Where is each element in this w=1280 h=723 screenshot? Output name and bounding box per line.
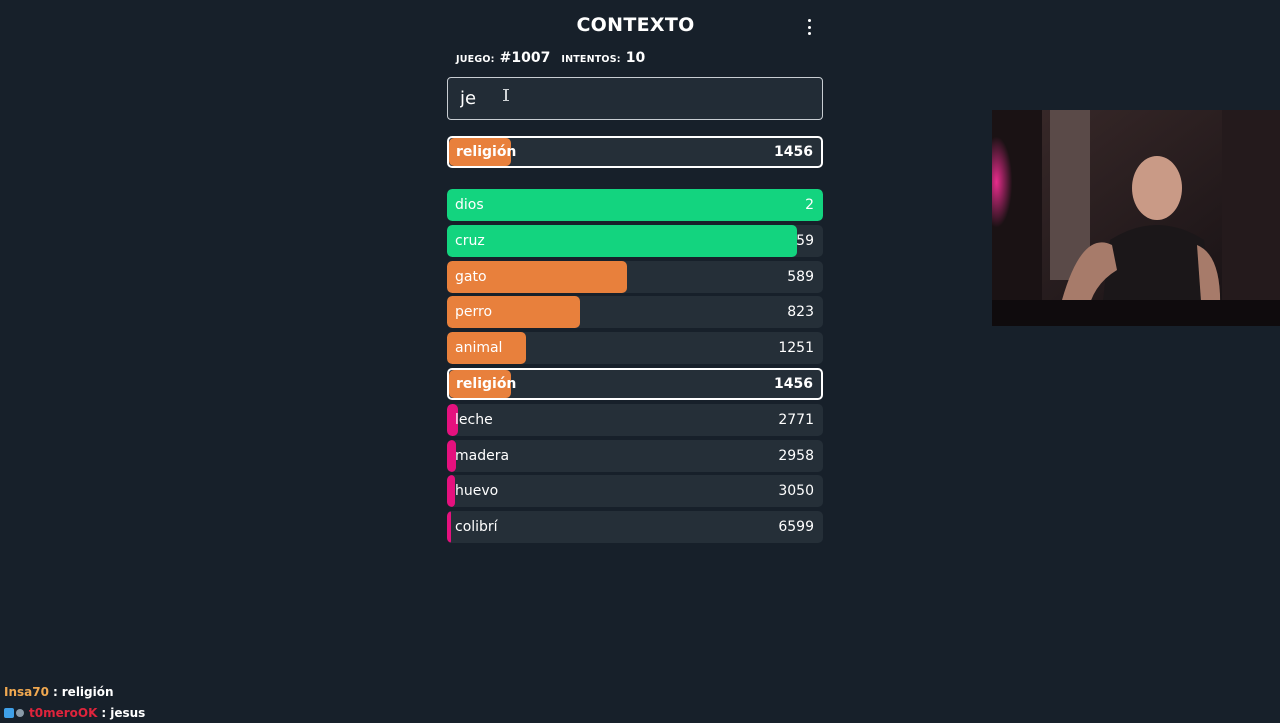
game-number-label: JUEGO: [456, 54, 495, 65]
guess-row: gato 589 [447, 261, 823, 293]
guess-word: perro [455, 304, 493, 320]
guess-distance: 59 [796, 233, 814, 249]
game-number-value: #1007 [499, 50, 551, 66]
guess-input[interactable] [447, 77, 823, 120]
guess-word: animal [455, 340, 503, 356]
guess-similarity-bar [447, 475, 455, 507]
guess-row: perro 823 [447, 296, 823, 328]
attempts-label: INTENTOS: [561, 54, 621, 65]
header: CONTEXTO [447, 10, 824, 44]
guess-word: huevo [455, 483, 499, 499]
chat-username: Insa70 [4, 684, 49, 699]
chat-text: jesus [110, 705, 146, 720]
guess-similarity-bar [447, 189, 823, 221]
guess-word: dios [455, 197, 484, 213]
chat-text: religión [61, 684, 114, 699]
guess-distance: 2958 [778, 448, 814, 464]
chat-message: t0meroOK : jesus [4, 702, 145, 723]
guess-distance: 2771 [778, 412, 814, 428]
guess-similarity-bar [447, 225, 797, 257]
guess-row: cruz 59 [447, 225, 823, 257]
chat-message: Insa70 : religión [4, 681, 145, 702]
attempts-value: 10 [625, 50, 646, 66]
guess-word: cruz [455, 233, 485, 249]
user-badge-icon [16, 708, 24, 717]
guess-similarity-bar [449, 370, 511, 398]
chat-separator: : [52, 684, 58, 699]
guess-row: dios 2 [447, 189, 823, 221]
guess-row: animal 1251 [447, 332, 823, 364]
guess-similarity-bar [447, 440, 456, 472]
guess-distance: 1251 [778, 340, 814, 356]
guess-distance: 3050 [778, 483, 814, 499]
guess-row: madera 2958 [447, 440, 823, 472]
guess-row: colibrí 6599 [447, 511, 823, 543]
guess-word: leche [455, 412, 493, 428]
last-guess-distance: 1456 [774, 144, 813, 160]
guess-row: huevo 3050 [447, 475, 823, 507]
guess-distance: 6599 [778, 519, 814, 535]
guess-similarity-bar [447, 511, 451, 543]
guess-word: colibrí [455, 519, 498, 535]
guess-distance: 823 [787, 304, 814, 320]
last-guess-word: religión [456, 144, 517, 160]
webcam-overlay [992, 110, 1280, 326]
moderator-badge-icon [4, 707, 14, 718]
guess-similarity-bar [447, 296, 580, 328]
game-stats: JUEGO: #1007 INTENTOS: 10 [456, 50, 651, 68]
guess-similarity-bar [447, 404, 458, 436]
guess-distance: 1456 [774, 376, 813, 392]
guess-row: religión 1456 [447, 368, 823, 400]
guess-word: religión [456, 376, 517, 392]
guess-similarity-bar [447, 332, 526, 364]
guess-word: madera [455, 448, 510, 464]
last-guess-row: religión 1456 [447, 136, 823, 168]
guess-similarity-bar [447, 261, 627, 293]
chat-username: t0meroOK [29, 705, 98, 720]
last-guess-bar [449, 138, 511, 166]
guess-distance: 2 [805, 197, 814, 213]
webcam-image [992, 110, 1280, 326]
guess-row: leche 2771 [447, 404, 823, 436]
page-title: CONTEXTO [576, 14, 695, 36]
chat-separator: : [101, 705, 107, 720]
more-options-icon[interactable] [802, 19, 816, 35]
guess-word: gato [455, 269, 487, 285]
stream-chat: Insa70 : religión t0meroOK : jesus [4, 681, 145, 723]
guess-distance: 589 [787, 269, 814, 285]
